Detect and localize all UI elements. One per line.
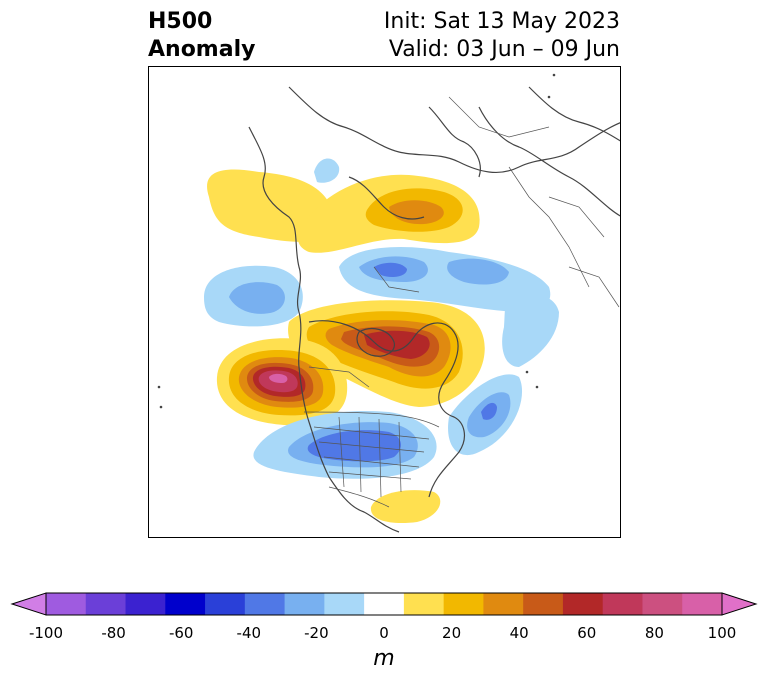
colorbar-tick-label: 100	[707, 624, 737, 642]
variable-title: H500	[148, 9, 213, 34]
anomaly-negative-arctic	[339, 247, 551, 312]
anomaly-negative-top	[314, 158, 340, 183]
colorbar-cell	[205, 593, 246, 615]
colorbar-cell	[483, 593, 524, 615]
colorbar-cell	[682, 593, 723, 615]
colorbar-cell	[364, 593, 405, 615]
colorbar-tick-label: 0	[379, 624, 389, 642]
colorbar-tick-label: -60	[168, 624, 194, 642]
colorbar-tick-label: -20	[304, 624, 329, 642]
political-borders	[303, 96, 620, 508]
colorbar-cell	[523, 593, 564, 615]
title-block: H500 Anomaly	[148, 8, 255, 64]
anomaly-positive-arctic	[298, 174, 480, 253]
map-canvas	[149, 67, 620, 537]
colorbar	[10, 592, 758, 616]
colorbar-tick-label: -40	[236, 624, 262, 642]
colorbar-unit: m	[373, 646, 395, 671]
colorbar-cell	[602, 593, 643, 615]
colorbar-tick-label: 40	[509, 624, 529, 642]
colorbar-cell	[46, 593, 87, 615]
colorbar-cell	[324, 593, 365, 615]
colorbar-tick-label: -80	[101, 624, 126, 642]
colorbar-tick-label: -100	[28, 624, 64, 642]
colorbar-cell	[244, 593, 286, 615]
colorbar-cell	[125, 593, 166, 615]
colorbar-cell	[284, 593, 325, 615]
colorbar-cell	[562, 593, 604, 615]
islands	[157, 73, 556, 409]
colorbar-extend-min	[10, 592, 47, 616]
anomaly-positive-alaska	[207, 169, 335, 242]
colorbar-cell	[443, 593, 484, 615]
anomaly-negative-bering	[204, 265, 303, 327]
anomaly-map	[148, 66, 621, 538]
colorbar-cell	[85, 593, 127, 615]
valid-date: Valid: 03 Jun – 09 Jun	[388, 37, 620, 62]
init-date: Init: Sat 13 May 2023	[383, 9, 620, 34]
anomaly-negative-atlantic	[448, 294, 559, 456]
anomaly-positive-gulf	[370, 490, 441, 524]
coastlines	[248, 86, 620, 533]
colorbar-tick-label: 60	[577, 624, 597, 642]
colorbar-cell	[165, 593, 206, 615]
colorbar-extend-max	[721, 592, 758, 616]
date-block: Init: Sat 13 May 2023 Valid: 03 Jun – 09…	[384, 8, 620, 64]
colorbar-tick-label: 20	[442, 624, 462, 642]
colorbar-cell	[642, 593, 683, 615]
colorbar-frame	[45, 592, 723, 616]
colorbar-cell	[403, 593, 445, 615]
colorbar-tick-label: 80	[644, 624, 664, 642]
anomaly-title: Anomaly	[148, 37, 256, 62]
